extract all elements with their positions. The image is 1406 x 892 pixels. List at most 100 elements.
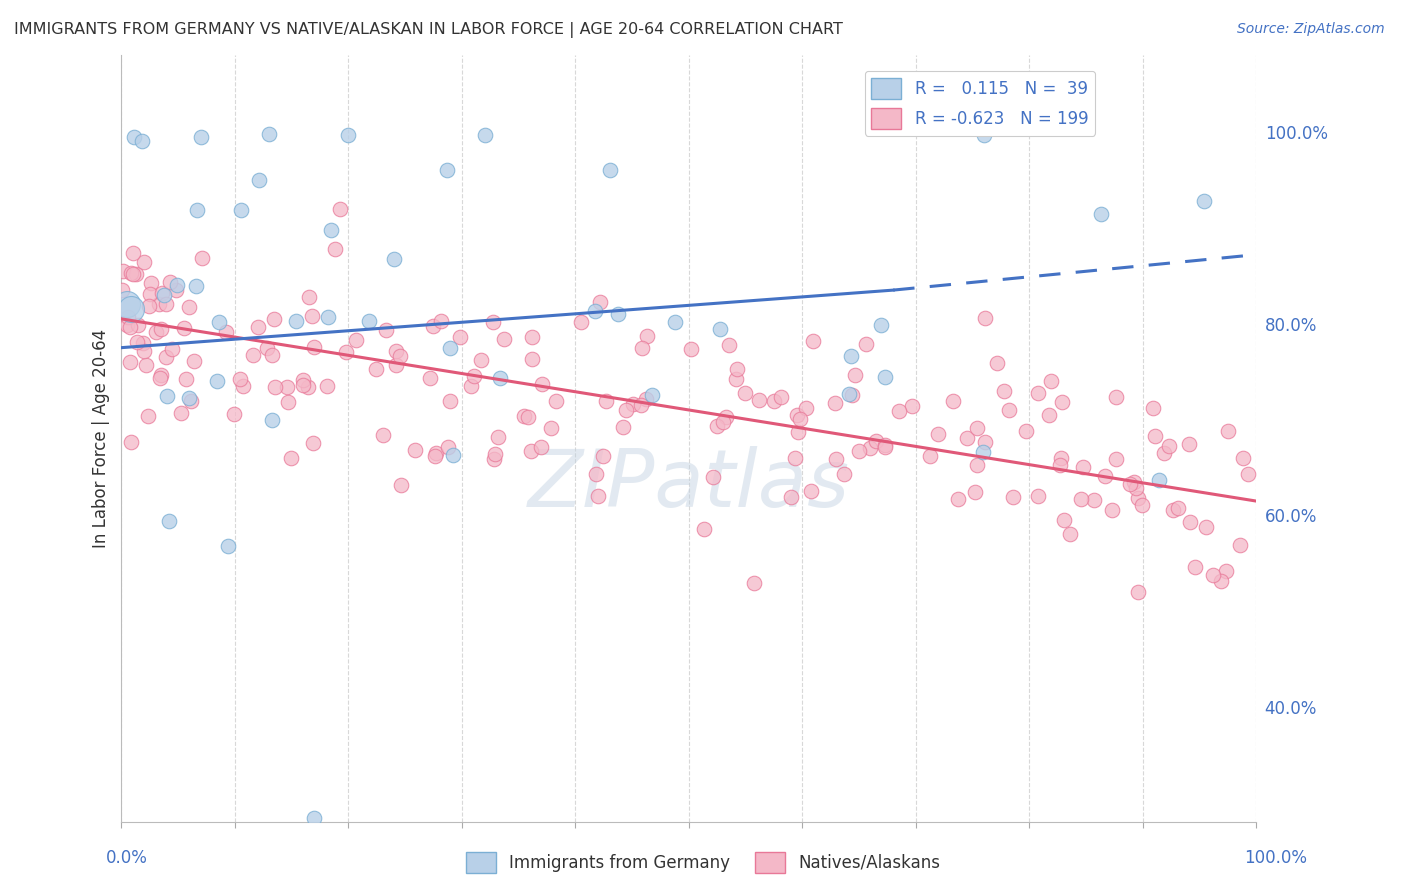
Point [679,342,702,356]
Point [157,514,180,528]
Point [1038,408,1060,422]
Point [606,307,628,321]
Point [127,334,149,349]
Point [425,446,447,460]
Point [419,370,441,384]
Point [1184,560,1206,574]
Point [873,370,896,384]
Point [319,223,342,237]
Point [631,341,654,355]
Point [139,276,162,290]
Point [544,394,567,409]
Point [870,318,893,333]
Point [571,315,593,329]
Point [711,416,734,430]
Point [706,419,728,434]
Point [1059,527,1081,541]
Point [865,434,887,448]
Point [1180,515,1202,529]
Point [439,394,461,409]
Point [530,441,553,455]
Point [242,348,264,362]
Point [263,311,285,326]
Point [488,371,510,385]
Point [132,336,155,351]
Point [177,391,200,405]
Point [460,378,482,392]
Point [714,409,737,424]
Point [190,129,212,144]
Point [873,438,896,452]
Point [1192,194,1215,208]
Point [316,379,339,393]
Point [998,403,1021,417]
Point [156,389,179,403]
Point [263,380,285,394]
Point [484,447,506,461]
Point [166,278,188,293]
Text: ZIPatlas: ZIPatlas [527,446,851,524]
Point [956,431,979,445]
Point [748,392,770,407]
Point [630,398,652,412]
Point [1167,501,1189,516]
Point [520,443,543,458]
Point [217,539,239,553]
Point [966,421,988,435]
Point [357,314,380,328]
Point [973,128,995,142]
Point [229,202,252,217]
Point [120,355,142,369]
Point [486,430,509,444]
Point [588,294,610,309]
Point [513,409,536,423]
Point [1071,459,1094,474]
Point [1050,395,1073,409]
Point [1132,498,1154,512]
Point [1237,467,1260,481]
Point [588,489,610,503]
Point [430,314,453,328]
Point [785,451,807,466]
Point [709,322,731,336]
Point [449,330,471,344]
Point [1144,428,1167,442]
Point [135,358,157,372]
Point [136,409,159,424]
Point [301,309,323,323]
Point [1015,424,1038,438]
Point [127,318,149,332]
Text: Source: ZipAtlas.com: Source: ZipAtlas.com [1237,22,1385,37]
Point [374,323,396,337]
Point [122,129,145,144]
Point [153,288,176,302]
Point [966,458,988,473]
Point [120,266,142,280]
Point [276,380,298,394]
Point [1094,469,1116,483]
Point [520,351,543,366]
Point [1119,477,1142,491]
Point [155,297,177,311]
Text: 100.0%: 100.0% [1244,849,1308,867]
Point [298,289,321,303]
Point [463,369,485,384]
Point [112,264,135,278]
Point [388,349,411,363]
Point [927,426,949,441]
Point [801,334,824,349]
Point [183,354,205,368]
Point [1090,207,1112,221]
Point [423,449,446,463]
Point [159,275,181,289]
Point [256,341,278,355]
Point [1105,390,1128,404]
Point [208,315,231,329]
Point [257,127,280,141]
Point [224,407,246,421]
Point [832,467,855,481]
Point [186,202,208,217]
Point [1001,490,1024,504]
Point [1126,585,1149,599]
Point [148,297,170,311]
